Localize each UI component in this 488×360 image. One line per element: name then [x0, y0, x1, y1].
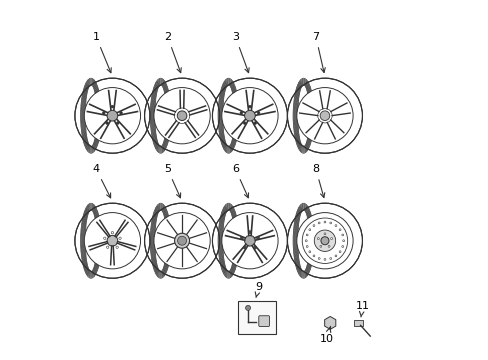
Text: 4: 4: [93, 164, 110, 198]
Text: 8: 8: [312, 164, 324, 198]
Circle shape: [253, 122, 256, 125]
Circle shape: [308, 229, 310, 231]
Text: 6: 6: [232, 164, 248, 198]
Circle shape: [305, 234, 307, 236]
Circle shape: [116, 246, 118, 248]
Circle shape: [312, 255, 314, 257]
Text: 7: 7: [312, 32, 325, 72]
Bar: [238, 301, 275, 334]
Circle shape: [324, 233, 325, 235]
Text: 1: 1: [93, 32, 111, 73]
Circle shape: [319, 246, 321, 247]
Circle shape: [330, 238, 332, 239]
Circle shape: [245, 305, 250, 310]
Circle shape: [248, 105, 251, 108]
Circle shape: [222, 87, 278, 144]
Circle shape: [243, 246, 246, 249]
Circle shape: [116, 122, 119, 125]
Circle shape: [84, 87, 140, 144]
Circle shape: [334, 225, 336, 226]
Circle shape: [120, 112, 122, 114]
Circle shape: [339, 229, 340, 231]
Circle shape: [312, 225, 314, 226]
FancyBboxPatch shape: [258, 316, 269, 327]
Text: 9: 9: [255, 282, 262, 297]
FancyBboxPatch shape: [353, 320, 363, 326]
Circle shape: [248, 231, 251, 234]
Circle shape: [107, 111, 118, 121]
Circle shape: [257, 112, 260, 114]
Circle shape: [341, 246, 343, 247]
Text: 5: 5: [164, 164, 180, 198]
Text: 2: 2: [164, 32, 181, 73]
Text: 3: 3: [232, 32, 248, 73]
Circle shape: [244, 111, 255, 121]
Circle shape: [174, 233, 189, 248]
Circle shape: [341, 234, 343, 236]
Circle shape: [111, 231, 113, 234]
Circle shape: [177, 111, 186, 121]
Circle shape: [339, 251, 340, 253]
Circle shape: [324, 258, 325, 260]
Circle shape: [111, 105, 114, 108]
Circle shape: [342, 240, 344, 242]
Circle shape: [318, 258, 320, 260]
Circle shape: [84, 213, 140, 269]
Circle shape: [327, 246, 329, 247]
Circle shape: [305, 246, 307, 247]
Circle shape: [154, 213, 210, 269]
Circle shape: [256, 237, 259, 240]
Text: 11: 11: [355, 301, 368, 317]
Circle shape: [320, 237, 328, 245]
Circle shape: [119, 237, 121, 239]
Circle shape: [177, 236, 186, 245]
Circle shape: [296, 213, 352, 269]
Circle shape: [334, 255, 336, 257]
Circle shape: [244, 235, 255, 246]
Circle shape: [308, 251, 310, 253]
Circle shape: [329, 222, 331, 224]
Circle shape: [314, 230, 335, 251]
Circle shape: [320, 111, 329, 121]
Circle shape: [243, 122, 245, 125]
Circle shape: [240, 112, 242, 114]
Circle shape: [317, 238, 319, 239]
Circle shape: [329, 258, 331, 260]
Circle shape: [240, 237, 243, 240]
Circle shape: [296, 87, 352, 144]
Circle shape: [105, 122, 108, 125]
Circle shape: [253, 246, 256, 249]
Text: 10: 10: [319, 328, 333, 344]
Circle shape: [103, 237, 106, 239]
Circle shape: [324, 221, 325, 223]
Circle shape: [318, 222, 320, 224]
Circle shape: [305, 240, 306, 242]
Circle shape: [222, 213, 278, 269]
Circle shape: [154, 87, 210, 144]
Circle shape: [102, 112, 105, 114]
Circle shape: [107, 235, 118, 246]
Circle shape: [106, 246, 109, 248]
